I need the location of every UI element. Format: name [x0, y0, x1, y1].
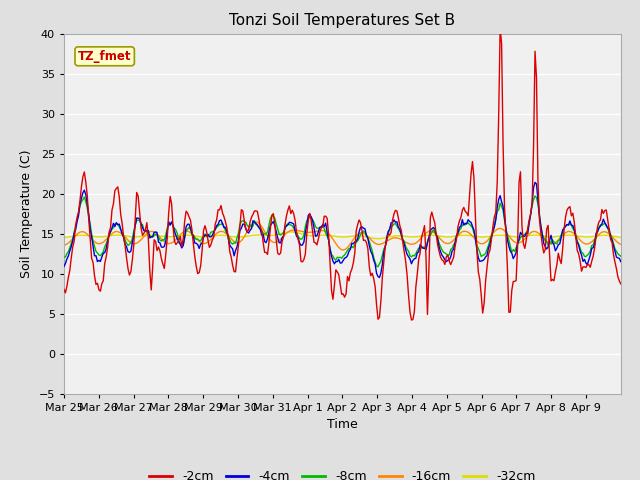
Title: Tonzi Soil Temperatures Set B: Tonzi Soil Temperatures Set B [229, 13, 456, 28]
Y-axis label: Soil Temperature (C): Soil Temperature (C) [20, 149, 33, 278]
X-axis label: Time: Time [327, 418, 358, 431]
Text: TZ_fmet: TZ_fmet [78, 50, 131, 63]
Legend: -2cm, -4cm, -8cm, -16cm, -32cm: -2cm, -4cm, -8cm, -16cm, -32cm [145, 465, 540, 480]
